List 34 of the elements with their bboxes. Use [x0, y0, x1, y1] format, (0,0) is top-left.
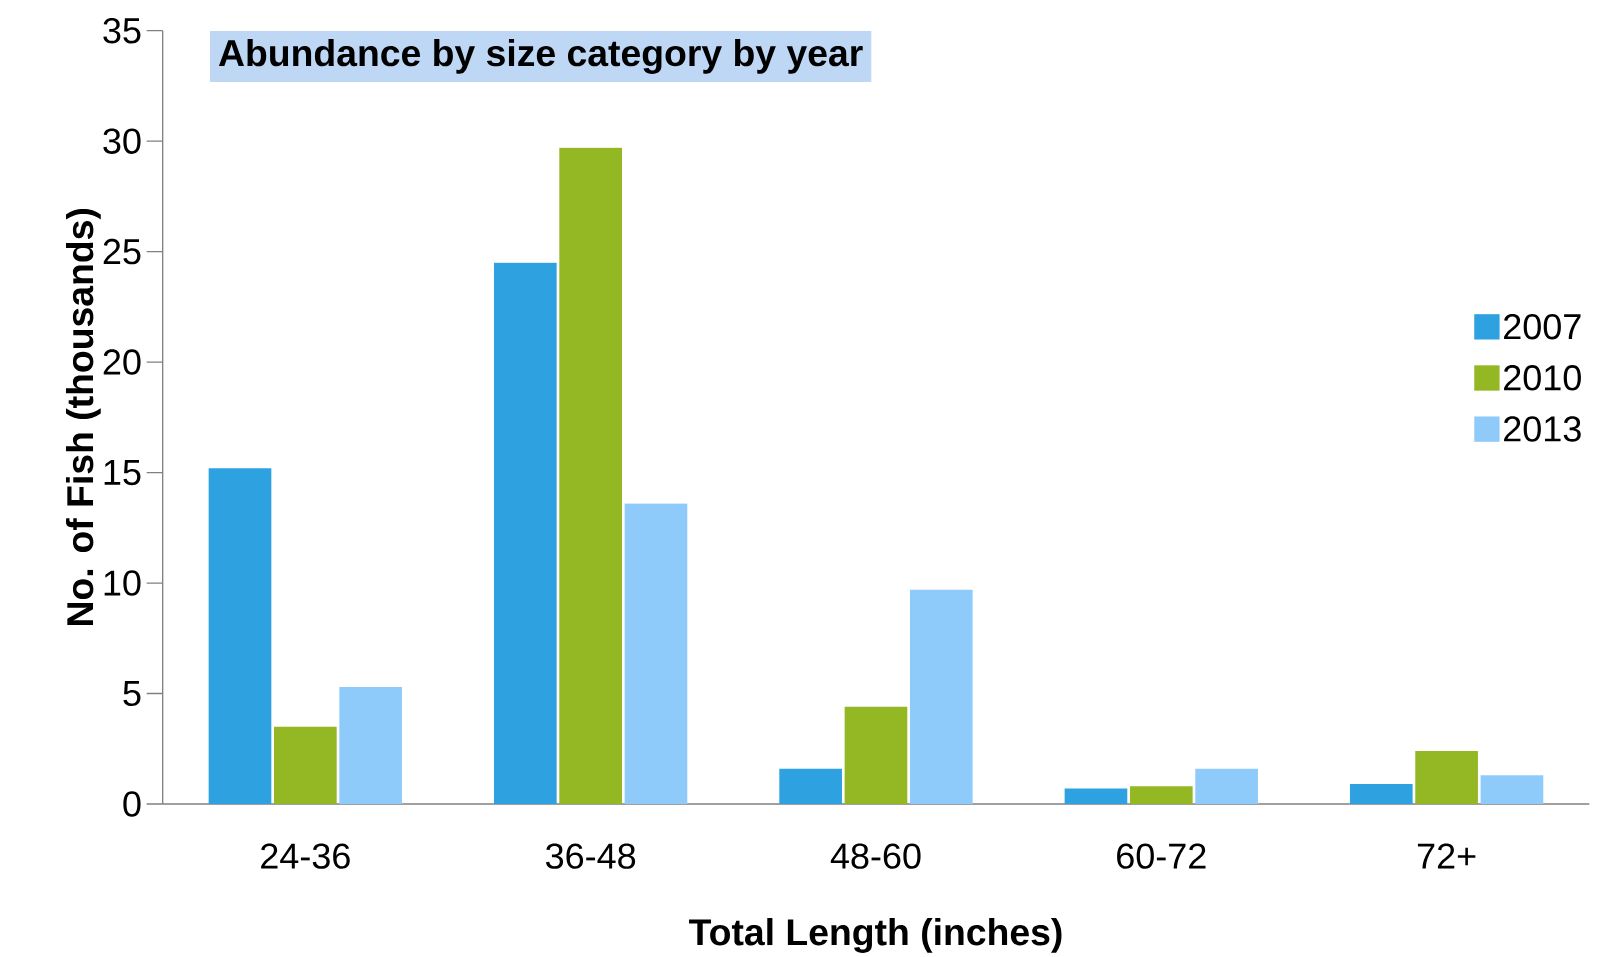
bar — [559, 147, 622, 804]
legend-label: 2007 — [1504, 313, 1581, 340]
y-tick-label: 10 — [104, 570, 141, 596]
bar — [844, 706, 908, 804]
x-axis-title: Total Length (inches) — [689, 917, 1062, 953]
bar — [208, 467, 272, 804]
legend-label: 2010 — [1504, 364, 1581, 391]
bar — [779, 768, 842, 804]
bar — [274, 726, 337, 804]
bar — [909, 589, 973, 804]
y-axis-title: No. of Fish (thousands) — [65, 208, 101, 625]
bar — [1064, 788, 1128, 804]
y-tick-label: 0 — [123, 791, 141, 817]
y-tick-label: 5 — [123, 680, 141, 706]
x-tick-label: 48-60 — [830, 843, 921, 869]
bar — [1195, 768, 1258, 804]
bar — [1129, 786, 1193, 804]
legend-label: 2013 — [1504, 416, 1581, 442]
bar — [1349, 783, 1413, 804]
x-tick-label: 60-72 — [1117, 843, 1206, 869]
y-tick-label: 35 — [103, 17, 141, 44]
y-tick-label: 25 — [103, 238, 141, 265]
y-tick-label: 15 — [104, 459, 141, 485]
bar — [624, 503, 688, 804]
x-tick-label: 72+ — [1417, 843, 1476, 869]
y-tick-label: 30 — [103, 128, 141, 154]
x-tick-label: 24-36 — [261, 843, 350, 869]
bar — [339, 686, 402, 804]
chart-title: Abundance by size category by year — [218, 38, 863, 74]
x-tick-label: 36-48 — [545, 843, 636, 869]
bar — [1415, 750, 1478, 804]
bar — [493, 262, 557, 804]
bar — [1480, 775, 1544, 804]
y-tick-label: 20 — [103, 349, 141, 375]
